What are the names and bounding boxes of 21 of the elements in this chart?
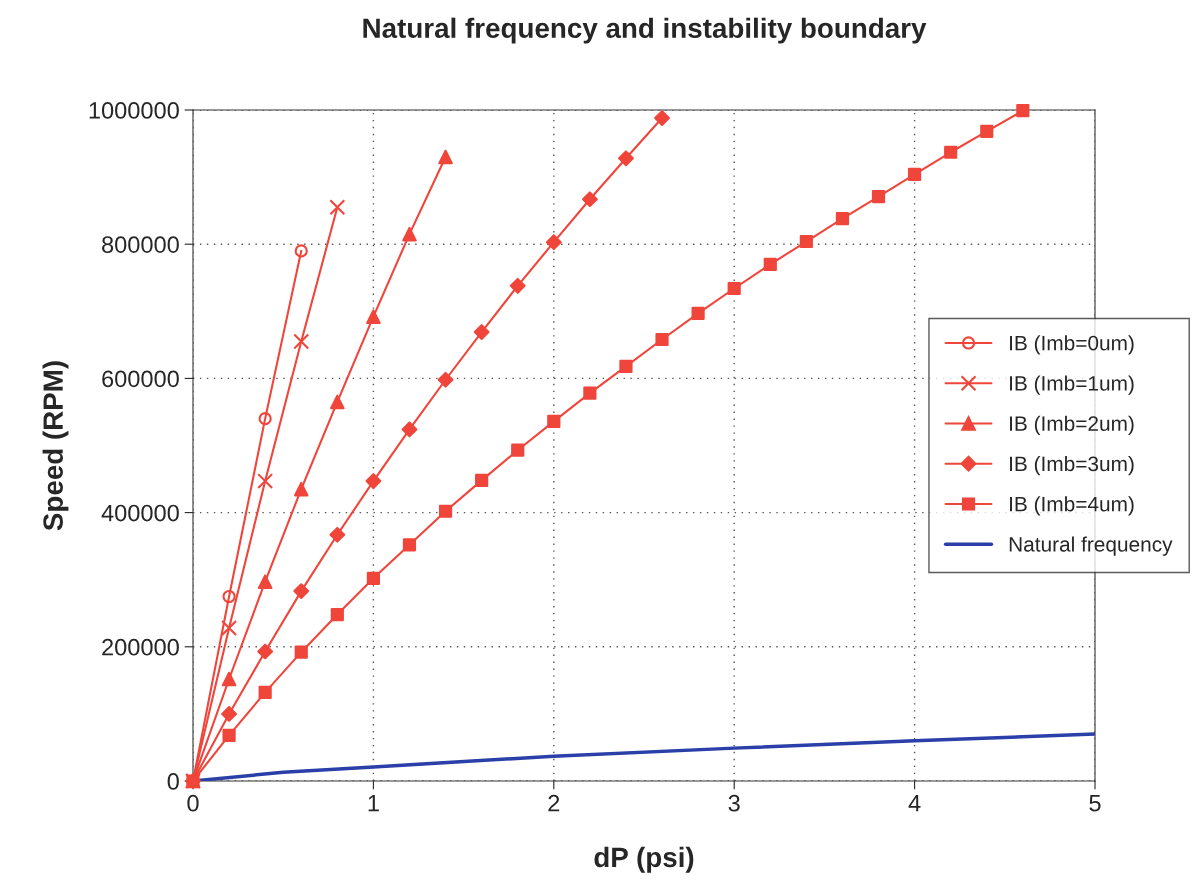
legend-label: IB (Imb=2um) xyxy=(1010,415,1134,436)
y-tick-label: 600000 xyxy=(102,370,179,388)
y-tick-label: 1000000 xyxy=(89,102,179,119)
x-axis-title: dP (psi) xyxy=(594,846,694,873)
x-tick-label: 1 xyxy=(368,795,379,812)
y-axis-title: Speed (RPM) xyxy=(42,361,69,531)
x-tick-label: 2 xyxy=(548,794,560,812)
legend-label: IB (Imb=1um) xyxy=(1010,375,1134,395)
x-tick-label: 0 xyxy=(187,794,199,812)
y-tick-label: 200000 xyxy=(102,638,179,656)
legend-label: Natural frequency xyxy=(1009,536,1173,556)
legend-label: IB (Imb=0um) xyxy=(1010,335,1134,355)
x-tick-label: 4 xyxy=(908,795,921,812)
y-tick-label: 800000 xyxy=(102,236,179,253)
x-tick-label: 3 xyxy=(728,794,740,812)
chart-title: Natural frequency and instability boundary xyxy=(363,17,927,44)
y-tick-label: 400000 xyxy=(101,504,179,522)
legend-label: IB (Imb=3um) xyxy=(1010,455,1134,476)
legend-label: IB (Imb=4um) xyxy=(1010,496,1134,516)
x-tick-label: 5 xyxy=(1089,795,1101,812)
y-tick-label: 0 xyxy=(167,773,179,790)
